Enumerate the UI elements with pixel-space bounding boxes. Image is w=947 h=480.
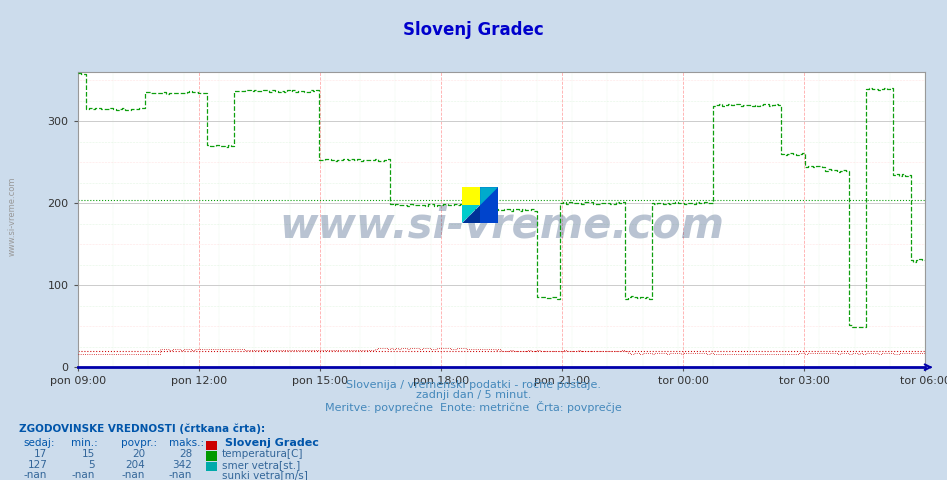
Text: 127: 127: [27, 460, 47, 470]
Text: 15: 15: [81, 449, 95, 459]
Text: -nan: -nan: [169, 470, 192, 480]
Text: Slovenija / vremenski podatki - ročne postaje.: Slovenija / vremenski podatki - ročne po…: [346, 379, 601, 390]
Text: -nan: -nan: [121, 470, 145, 480]
Bar: [480, 187, 498, 223]
Text: 204: 204: [125, 460, 145, 470]
Text: Slovenj Gradec: Slovenj Gradec: [225, 438, 319, 448]
Polygon shape: [462, 205, 480, 223]
Text: 17: 17: [34, 449, 47, 459]
Text: www.si-vreme.com: www.si-vreme.com: [279, 204, 724, 247]
Text: 5: 5: [88, 460, 95, 470]
Polygon shape: [462, 205, 480, 223]
Text: sunki vetra[m/s]: sunki vetra[m/s]: [222, 470, 308, 480]
Text: -nan: -nan: [71, 470, 95, 480]
Text: sedaj:: sedaj:: [24, 438, 55, 448]
Text: zadnji dan / 5 minut.: zadnji dan / 5 minut.: [416, 390, 531, 400]
Text: -nan: -nan: [24, 470, 47, 480]
Text: 342: 342: [172, 460, 192, 470]
Text: Slovenj Gradec: Slovenj Gradec: [403, 21, 544, 39]
Text: 20: 20: [132, 449, 145, 459]
Text: min.:: min.:: [71, 438, 98, 448]
Text: Meritve: povprečne  Enote: metrične  Črta: povprečje: Meritve: povprečne Enote: metrične Črta:…: [325, 401, 622, 413]
Text: www.si-vreme.com: www.si-vreme.com: [8, 176, 17, 256]
Text: povpr.:: povpr.:: [121, 438, 157, 448]
Polygon shape: [480, 187, 498, 205]
Text: smer vetra[st.]: smer vetra[st.]: [222, 460, 300, 470]
Text: 28: 28: [179, 449, 192, 459]
Bar: [462, 187, 480, 205]
Text: ZGODOVINSKE VREDNOSTI (črtkana črta):: ZGODOVINSKE VREDNOSTI (črtkana črta):: [19, 423, 265, 434]
Text: temperatura[C]: temperatura[C]: [222, 449, 303, 459]
Text: maks.:: maks.:: [169, 438, 204, 448]
